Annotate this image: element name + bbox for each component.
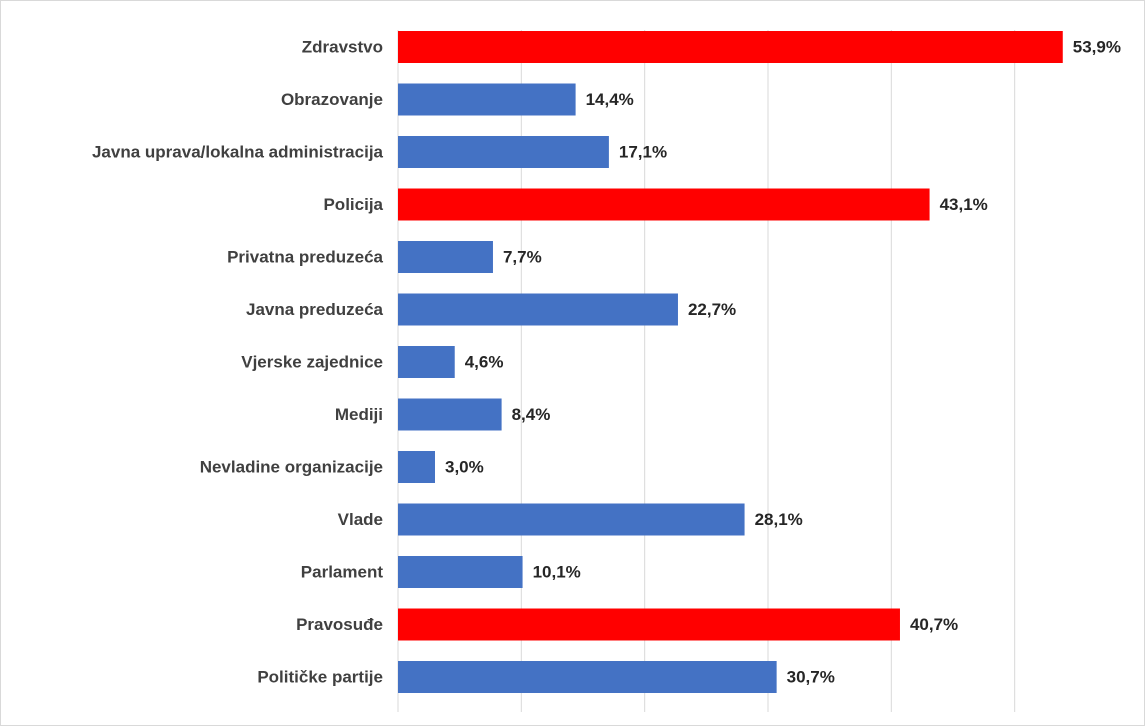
bar [398,608,900,641]
bar [398,136,609,168]
data-label: 8,4% [512,405,551,424]
bar [398,241,493,273]
bar [398,556,523,588]
y-tick-label: Mediji [335,405,383,424]
data-label: 4,6% [465,352,504,371]
y-tick-label: Vlade [338,510,383,529]
y-tick-label: Javna uprava/lokalna administracija [92,142,384,161]
y-tick-label: Privatna preduzeća [227,247,383,266]
data-label: 43,1% [940,195,988,214]
bar [398,293,678,326]
bar [398,31,1063,63]
data-label: 22,7% [688,300,736,319]
data-label: 53,9% [1073,37,1121,56]
bar [398,83,576,116]
bar [398,661,777,693]
y-tick-label: Pravosuđe [296,615,383,634]
y-tick-label: Policija [323,195,383,214]
data-label: 17,1% [619,142,667,161]
data-label: 30,7% [787,667,835,686]
data-label: 40,7% [910,615,958,634]
y-tick-label: Parlament [301,562,384,581]
data-label: 7,7% [503,247,542,266]
data-label: 3,0% [445,457,484,476]
bar [398,346,455,378]
y-tick-label: Nevladine organizacije [200,457,383,476]
y-tick-label: Vjerske zajednice [241,352,383,371]
bar [398,451,435,483]
y-tick-label: Političke partije [257,667,383,686]
bar [398,398,502,431]
y-tick-label: Zdravstvo [302,37,383,56]
data-label: 14,4% [586,90,634,109]
y-tick-label: Obrazovanje [281,90,383,109]
data-label: 10,1% [533,562,581,581]
bar [398,503,745,536]
data-label: 28,1% [755,510,803,529]
bar [398,188,930,221]
y-tick-label: Javna preduzeća [246,300,384,319]
